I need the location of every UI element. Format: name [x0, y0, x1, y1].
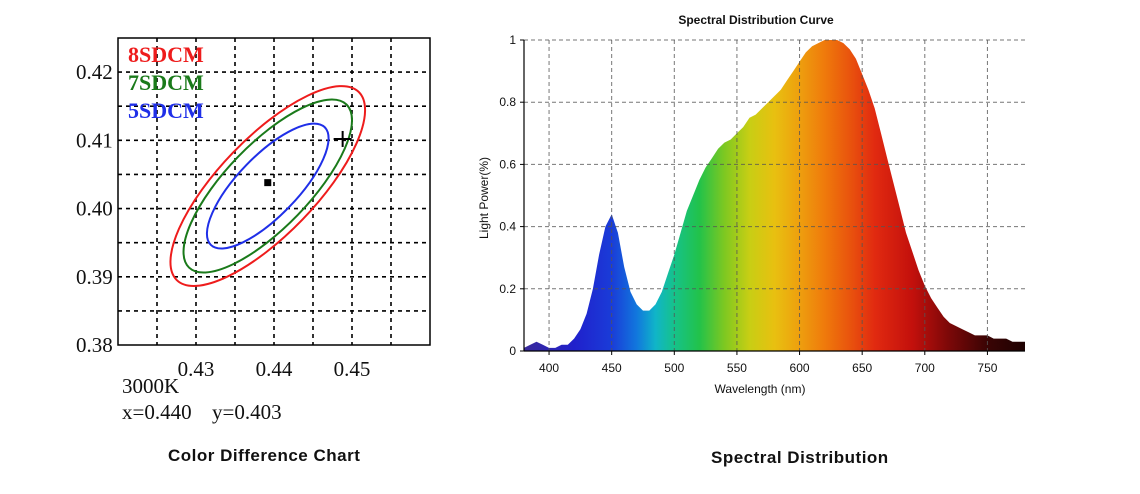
spectral-y-axis-label: Light Power(%) — [477, 157, 491, 239]
left-caption: Color Difference Chart — [168, 446, 361, 465]
spectral-y-tick-label: 0.6 — [499, 157, 516, 171]
spectral-y-tick-label: 0.2 — [499, 282, 516, 296]
legend-5sdcm: 5SDCM — [128, 98, 204, 123]
x-tick-label: 0.43 — [178, 357, 215, 381]
spectral-y-tick-label: 0 — [509, 344, 516, 358]
right-caption: Spectral Distribution — [711, 448, 889, 467]
y-coordinate-annotation: y=0.403 — [212, 400, 282, 424]
spectral-x-tick-label: 550 — [727, 361, 747, 375]
left-plot-group: 8SDCM 7SDCM 5SDCM 0.38 0.39 0.40 0.41 0.42 0.43 0… — [76, 37, 431, 424]
spectrum-area — [524, 40, 1025, 351]
legend-8sdcm: 8SDCM — [128, 42, 204, 67]
point-target — [264, 179, 272, 187]
y-tick-label: 0.41 — [76, 128, 113, 152]
spectral-x-tick-label: 700 — [915, 361, 935, 375]
x-coordinate-annotation: x=0.440 — [122, 400, 192, 424]
x-tick-label: 0.44 — [256, 357, 293, 381]
y-tick-label: 0.38 — [76, 333, 113, 357]
spectral-x-axis-label: Wavelength (nm) — [715, 382, 806, 396]
y-tick-label: 0.40 — [76, 197, 113, 221]
spectral-x-tick-label: 600 — [790, 361, 810, 375]
point-measured — [333, 130, 352, 147]
ellipse-7sdcm — [182, 98, 353, 274]
legend-7sdcm: 7SDCM — [128, 70, 204, 95]
x-tick-label: 0.45 — [334, 357, 371, 381]
spectral-plot-group: 0 0.2 0.4 0.6 0.8 1 400 450 500 550 600 650 700 750 Sp… — [477, 13, 1025, 396]
spectral-chart-title: Spectral Distribution Curve — [678, 13, 834, 27]
spectral-x-tick-label: 400 — [539, 361, 559, 375]
y-tick-label: 0.42 — [76, 60, 113, 84]
spectral-y-tick-label: 0.8 — [499, 95, 516, 109]
ellipse-8sdcm — [169, 85, 367, 287]
y-tick-label: 0.39 — [76, 265, 113, 289]
spectral-x-tick-label: 450 — [602, 361, 622, 375]
spectral-y-tick-label: 1 — [509, 33, 516, 47]
spectral-x-tick-label: 750 — [977, 361, 997, 375]
cct-annotation: 3000K — [122, 374, 179, 398]
spectral-y-tick-label: 0.4 — [499, 220, 516, 234]
spectral-x-tick-label: 650 — [852, 361, 872, 375]
spectral-x-tick-label: 500 — [664, 361, 684, 375]
ellipse-5sdcm — [205, 122, 330, 250]
